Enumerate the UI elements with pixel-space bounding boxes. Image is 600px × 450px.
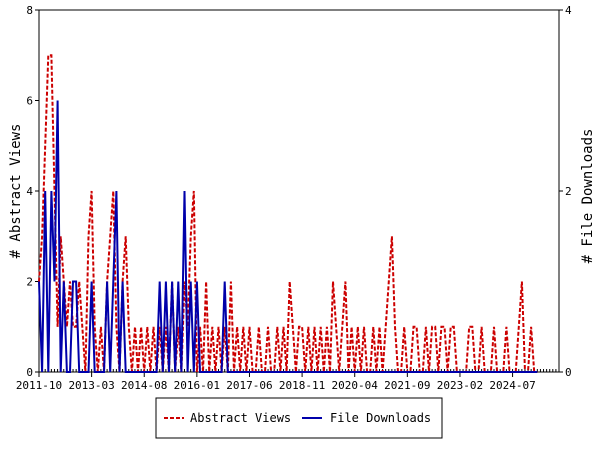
series-line-file-downloads	[38, 100, 538, 373]
y-tick-label: 2	[26, 276, 33, 289]
x-tick-label: 2018-11	[279, 379, 325, 392]
y-tick-label: 8	[26, 4, 33, 17]
x-tick-label: 2014-08	[121, 379, 167, 392]
y-tick-label: 0	[26, 366, 33, 379]
y2-tick-label: 4	[565, 4, 572, 17]
plot-area	[38, 9, 560, 373]
x-tick-label: 2013-03	[68, 379, 114, 392]
legend-box	[155, 397, 443, 439]
x-tick-label: 2023-02	[437, 379, 483, 392]
legend: Abstract Views File Downloads	[155, 397, 443, 439]
legend-label-file-downloads: File Downloads	[330, 411, 431, 425]
axis-ticks: 2011-10 2013-03 2014-08 2016-01 2017-06 2018-…	[16, 4, 572, 392]
series-lines	[38, 54, 538, 373]
x-tick-label: 2011-10	[16, 379, 62, 392]
x-tick-label: 2024-07	[489, 379, 535, 392]
y-axis-title: # Abstract Views	[8, 124, 24, 259]
x-tick-label: 2016-01	[174, 379, 220, 392]
y-tick-label: 4	[26, 185, 33, 198]
y-tick-label: 6	[26, 95, 33, 108]
y2-tick-label: 0	[565, 366, 572, 379]
x-tick-label: 2021-09	[384, 379, 430, 392]
y2-axis-title: # File Downloads	[580, 129, 596, 264]
legend-label-abstract-views: Abstract Views	[190, 411, 291, 425]
y2-tick-label: 2	[565, 185, 572, 198]
x-tick-label: 2017-06	[226, 379, 272, 392]
x-tick-label: 2020-04	[332, 379, 379, 392]
